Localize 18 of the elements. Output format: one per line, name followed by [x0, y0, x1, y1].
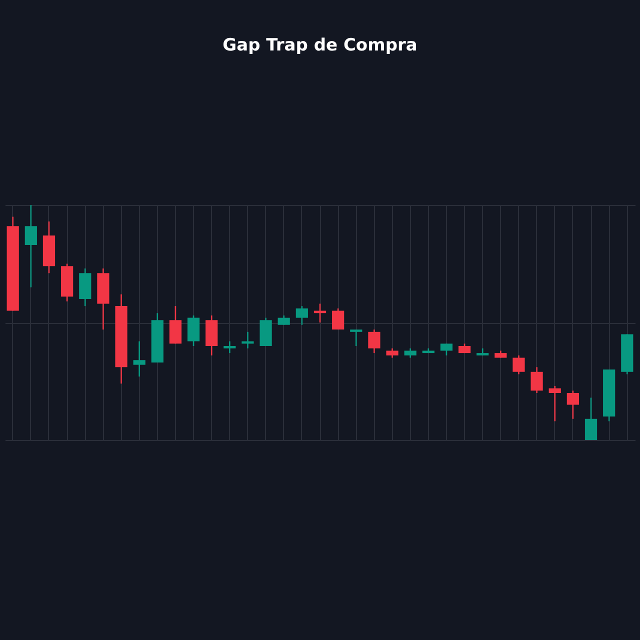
- candlestick: [530, 366, 543, 394]
- candlestick: [386, 348, 398, 358]
- candlestick: [368, 328, 380, 354]
- candlestick: [296, 305, 308, 326]
- candlestick: [187, 314, 200, 347]
- candlestick: [404, 348, 416, 358]
- candlestick: [548, 385, 561, 422]
- candlestick: [440, 343, 453, 356]
- candlestick: [169, 305, 182, 344]
- candlestick: [566, 390, 579, 420]
- candlestick: [512, 354, 525, 375]
- candlestick: [350, 328, 362, 347]
- candlestick: [278, 314, 290, 326]
- candlestick: [332, 308, 344, 330]
- candlestick: [584, 397, 598, 441]
- candlestick: [224, 340, 236, 354]
- candlestick: [133, 340, 146, 378]
- chart-title: Gap Trap de Compra: [222, 35, 418, 56]
